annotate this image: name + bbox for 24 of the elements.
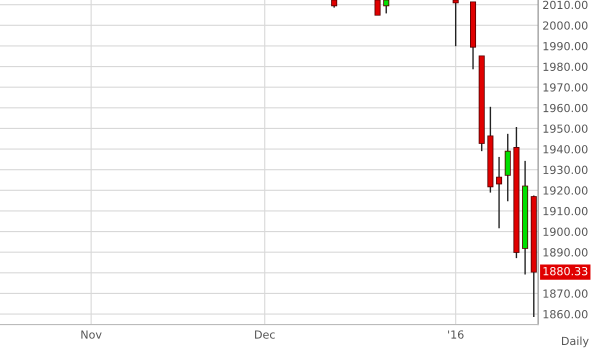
candlestick	[374, 0, 381, 16]
y-tick-label: 1890.00	[544, 248, 588, 257]
y-tick-label: 1990.00	[544, 42, 588, 50]
y-tick-label: 1980.00	[544, 62, 588, 71]
candlestick	[383, 0, 390, 14]
y-tick-label: 1910.00	[544, 206, 588, 216]
text: 1880.33	[544, 266, 588, 276]
candlestick	[452, 0, 459, 47]
y-tick-label: 1930.00	[544, 166, 588, 174]
y-tick-label: 2010.00	[543, 0, 588, 10]
y-tick-label: 1900.00	[544, 228, 588, 236]
y-tick-label: 1970.00	[544, 83, 588, 92]
y-tick-label: 1920.00	[544, 186, 588, 195]
y-tick-label: 1870.00	[544, 289, 588, 298]
x-tick-label: '16	[448, 330, 464, 339]
text: Daily	[562, 336, 589, 348]
x-tick-label: Nov	[81, 330, 102, 339]
y-tick-label: 2000.00	[543, 21, 588, 30]
y-tick-label: 1940.00	[544, 145, 588, 154]
y-tick-label: 1860.00	[544, 310, 588, 318]
y-tick-label: 1950.00	[544, 124, 588, 133]
candlestick	[496, 156, 502, 229]
x-tick-label: Dec	[255, 330, 275, 339]
y-tick-label: 1960.00	[544, 104, 588, 112]
